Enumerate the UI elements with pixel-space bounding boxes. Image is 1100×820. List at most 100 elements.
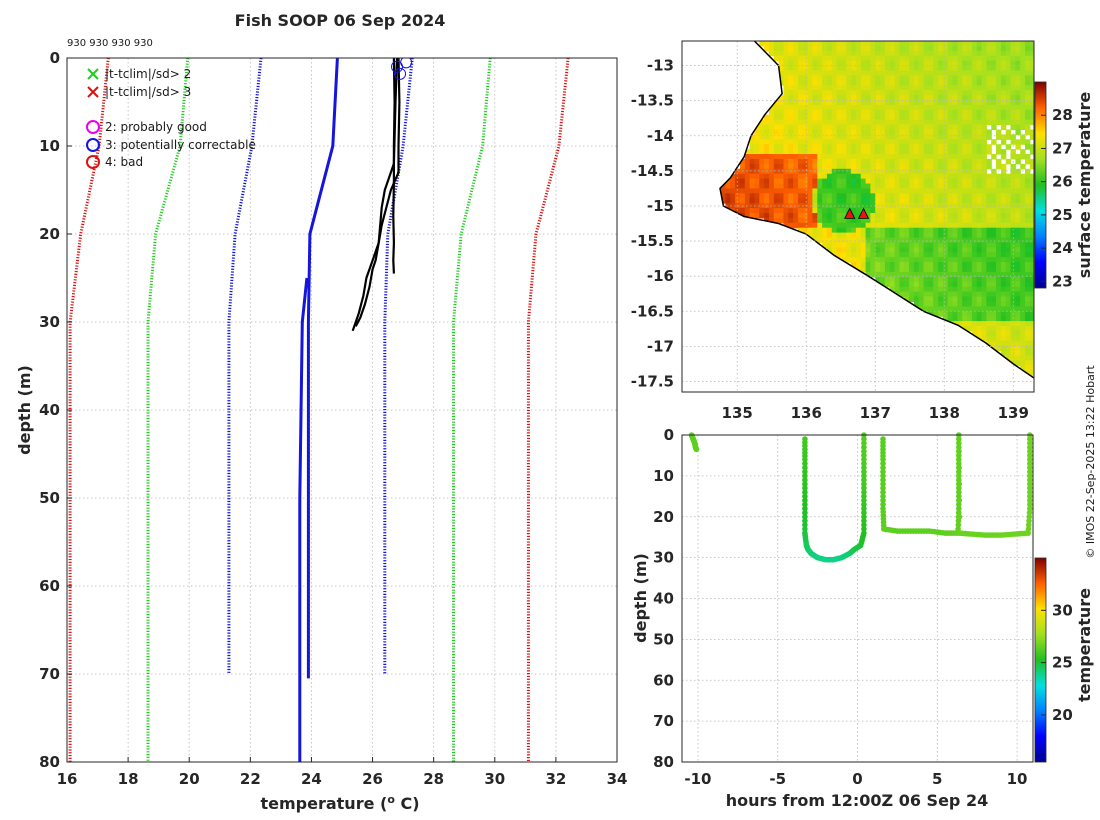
map-sst-cell xyxy=(981,272,987,278)
map-sst-cell xyxy=(1025,173,1031,180)
map-sst-cell xyxy=(812,232,818,239)
map-sst-cell xyxy=(807,139,813,145)
map-sst-cell xyxy=(904,208,910,214)
map-sst-cell xyxy=(826,193,833,199)
map-sst-cell xyxy=(938,163,944,170)
map-sst-cell xyxy=(841,75,847,81)
map-sst-cell xyxy=(1020,139,1026,145)
map-sst-cell xyxy=(851,158,857,165)
map-sst-cell xyxy=(788,193,794,199)
map-sst-cell xyxy=(783,55,789,62)
map-sst-cell xyxy=(928,306,934,312)
map-sst-cell xyxy=(865,134,871,140)
map-sst-cell xyxy=(783,114,789,121)
map-sst-cell xyxy=(836,217,842,224)
map-sst-cell xyxy=(986,291,992,298)
map-sst-cell xyxy=(1010,213,1016,219)
depthtime-point xyxy=(861,452,867,459)
map-sst-cell xyxy=(957,149,963,155)
map-sst-cell xyxy=(826,75,833,81)
map-sst-cell xyxy=(836,188,842,194)
map-sst-cell xyxy=(996,237,1002,244)
map-sst-cell xyxy=(1000,50,1007,57)
map-sst-cell xyxy=(909,237,915,244)
map-sst-cell xyxy=(884,242,891,248)
map-sst-cell xyxy=(952,95,958,101)
map-sst-cell xyxy=(967,301,973,307)
map-sst-cell xyxy=(860,129,867,135)
map-sst-cell xyxy=(981,100,987,106)
map-sst-cell xyxy=(942,154,949,160)
map-sst-cell xyxy=(1010,124,1016,130)
map-sst-cell xyxy=(807,129,813,135)
map-sst-cell xyxy=(773,208,780,214)
map-sst-cell xyxy=(749,154,755,160)
legend-label: |t-tclim|/sd> 3 xyxy=(105,85,191,99)
map-sst-cell xyxy=(793,75,799,81)
map-sst-cell xyxy=(933,291,939,298)
map-sst-cell xyxy=(971,301,978,307)
map-sst-cell xyxy=(967,311,973,317)
map-sst-cell xyxy=(971,291,978,298)
map-sst-cell xyxy=(769,193,775,199)
map-sst-cell xyxy=(913,149,920,155)
map-sst-cell xyxy=(928,193,934,199)
map-sst-cell xyxy=(991,183,997,189)
map-sst-cell xyxy=(996,330,1002,337)
map-sst-cell xyxy=(986,55,992,62)
map-sst-cell xyxy=(851,232,857,239)
map-sst-cell xyxy=(938,173,944,180)
map-sst-cell xyxy=(962,232,968,239)
map-sst-cell xyxy=(913,55,920,62)
map-sst-cell xyxy=(947,168,954,175)
map-sst-cell xyxy=(957,286,963,293)
map-sst-cell xyxy=(870,149,876,155)
map-sst-cell xyxy=(841,85,847,91)
map-sst-cell xyxy=(913,90,920,96)
map-sst-cell xyxy=(894,237,900,244)
map-sst-cell xyxy=(942,50,949,57)
map-sst-cell xyxy=(967,227,973,234)
depthtime-point xyxy=(1027,440,1033,447)
map-sst-cell xyxy=(909,109,915,116)
map-sst-cell xyxy=(1015,45,1021,52)
map-sst-cell xyxy=(822,95,828,101)
map-sst-cell xyxy=(1005,85,1012,91)
map-sst-cell xyxy=(981,158,987,165)
map-sst-cell xyxy=(947,276,954,283)
map-sst-cell xyxy=(880,41,886,47)
map-sst-cell xyxy=(904,158,910,165)
map-sst-cell xyxy=(884,70,891,76)
map-sst-cell xyxy=(884,213,891,219)
map-sst-cell xyxy=(812,198,818,204)
map-sst-cell xyxy=(846,237,852,244)
map-sst-cell xyxy=(880,227,886,234)
map-sst-cell xyxy=(1000,183,1007,189)
map-sst-cell xyxy=(957,144,963,150)
map-sst-cell xyxy=(822,119,828,126)
depthtime-point xyxy=(955,522,962,528)
map-sst-cell xyxy=(913,119,920,126)
map-sst-cell xyxy=(817,129,823,135)
map-sst-cell xyxy=(846,75,852,81)
map-sst-cell xyxy=(904,70,910,76)
map-sst-cell xyxy=(884,272,891,278)
map-sst-cell xyxy=(918,55,925,62)
map-sst-cell xyxy=(836,237,842,244)
map-sst-cell xyxy=(841,242,847,248)
map-sst-cell xyxy=(913,178,920,185)
map-sst-cell xyxy=(812,109,818,116)
map-sst-cell xyxy=(981,183,987,189)
map-sst-cell xyxy=(826,227,833,234)
map-sst-cell xyxy=(894,286,900,293)
map-sst-cell xyxy=(860,237,867,244)
map-sst-cell xyxy=(894,154,900,160)
map-sst-cell xyxy=(938,237,944,244)
map-sst-cell xyxy=(923,100,929,106)
map-sst-cell xyxy=(909,55,915,62)
map-sst-cell xyxy=(952,134,958,140)
map-sst-cell xyxy=(904,124,910,130)
depthtime-point xyxy=(861,481,867,487)
map-sst-cell xyxy=(865,100,871,106)
depthtime-point xyxy=(956,501,962,508)
